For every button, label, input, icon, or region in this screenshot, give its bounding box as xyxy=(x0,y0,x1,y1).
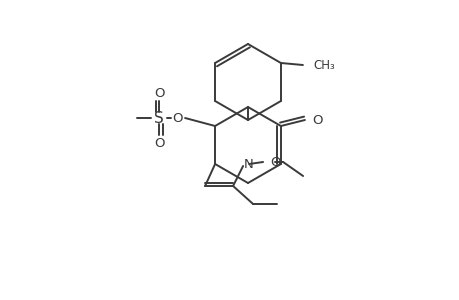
Text: CH₃: CH₃ xyxy=(312,58,334,71)
Text: O: O xyxy=(153,136,164,149)
Text: O: O xyxy=(172,112,182,124)
Text: O: O xyxy=(153,86,164,100)
Text: O: O xyxy=(311,113,322,127)
Text: S: S xyxy=(154,110,163,125)
Text: O: O xyxy=(269,155,280,169)
Text: N: N xyxy=(244,158,253,170)
